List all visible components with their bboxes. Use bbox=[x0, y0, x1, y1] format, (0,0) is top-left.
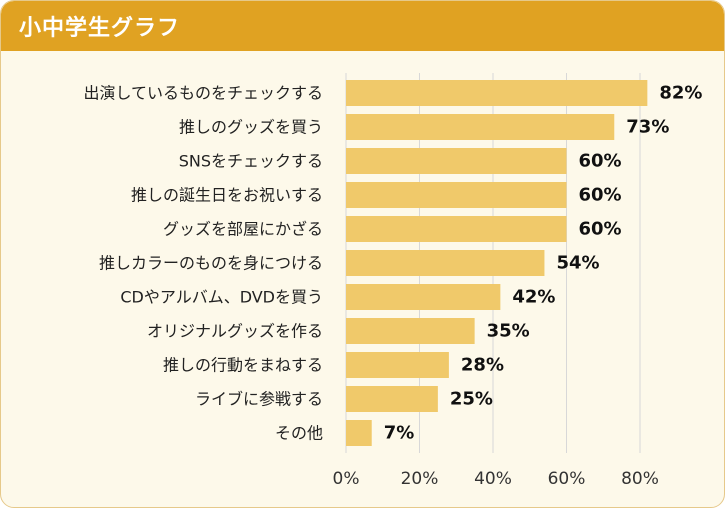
bar bbox=[346, 148, 567, 174]
category-label: オリジナルグッズを作る bbox=[147, 322, 323, 341]
value-label: 7% bbox=[384, 423, 415, 444]
category-label: SNSをチェックする bbox=[179, 152, 323, 171]
x-tick-label: 40% bbox=[474, 469, 512, 489]
bar bbox=[346, 250, 545, 276]
x-tick-label: 0% bbox=[333, 469, 360, 489]
value-label: 42% bbox=[512, 287, 555, 308]
value-label: 82% bbox=[659, 83, 702, 104]
value-label: 54% bbox=[556, 253, 599, 274]
category-label: グッズを部屋にかざる bbox=[163, 220, 323, 239]
x-tick-label: 80% bbox=[621, 469, 659, 489]
value-label: 73% bbox=[626, 117, 669, 138]
category-label: 推しの誕生日をお祝いする bbox=[131, 186, 323, 205]
bar bbox=[346, 114, 615, 140]
x-tick-label: 60% bbox=[548, 469, 586, 489]
header-bar: 小中学生グラフ bbox=[1, 1, 724, 51]
chart-title: 小中学生グラフ bbox=[19, 16, 181, 41]
value-label: 35% bbox=[487, 321, 530, 342]
bar bbox=[346, 182, 567, 208]
value-label: 25% bbox=[450, 389, 493, 410]
bar bbox=[346, 80, 648, 106]
value-label: 28% bbox=[461, 355, 504, 376]
value-label: 60% bbox=[579, 151, 622, 172]
category-label: 推しの行動をまねする bbox=[163, 356, 323, 375]
bar bbox=[346, 318, 475, 344]
category-label: 出演しているものをチェックする bbox=[83, 84, 323, 103]
value-label: 60% bbox=[579, 219, 622, 240]
bar bbox=[346, 386, 438, 412]
category-label: 推しカラーのものを身につける bbox=[99, 254, 323, 273]
category-label: ライブに参戦する bbox=[195, 390, 323, 409]
bar bbox=[346, 420, 372, 446]
bar bbox=[346, 216, 567, 242]
category-label: 推しのグッズを買う bbox=[179, 118, 323, 137]
value-label: 60% bbox=[579, 185, 622, 206]
bar bbox=[346, 284, 501, 310]
x-tick-label: 20% bbox=[401, 469, 439, 489]
category-label: CDやアルバム、DVDを買う bbox=[120, 288, 323, 307]
category-label: その他 bbox=[275, 424, 323, 443]
bar bbox=[346, 352, 449, 378]
